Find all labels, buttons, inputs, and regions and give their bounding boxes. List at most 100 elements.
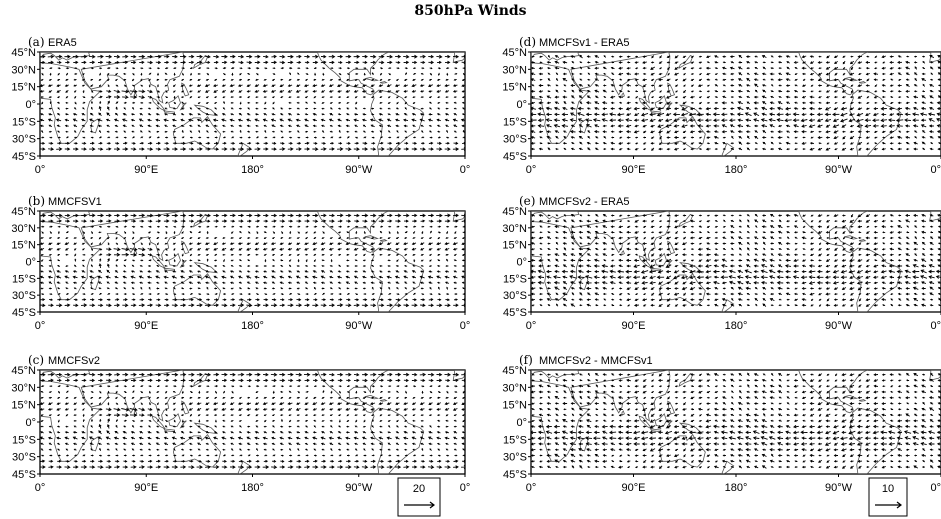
wind-vector (681, 286, 688, 291)
wind-vector (355, 385, 359, 388)
wind-vector (230, 236, 234, 240)
wind-vector (189, 391, 193, 393)
wind-vector (841, 287, 847, 290)
wind-vector (197, 96, 201, 99)
wind-vector (428, 90, 433, 93)
wind-vector (793, 95, 799, 99)
wind-vector (271, 147, 277, 151)
wind-vector (378, 124, 383, 128)
wind-vector (651, 55, 655, 59)
y-tick-label: 45°S (12, 307, 36, 319)
wind-vector (90, 84, 94, 87)
wind-vector (571, 384, 575, 388)
wind-vector (673, 147, 679, 151)
wind-vector (247, 78, 251, 81)
wind-vector (57, 225, 61, 228)
wind-vector (833, 66, 839, 70)
wind-vector (904, 269, 911, 274)
wind-vector (172, 378, 178, 382)
wind-vector (321, 237, 325, 239)
wind-vector (555, 413, 559, 417)
wind-vector (706, 231, 710, 234)
wind-vector (238, 60, 244, 65)
wind-vector (122, 298, 128, 302)
wind-vector (601, 281, 608, 285)
wind-vector (461, 113, 465, 116)
wind-vector (99, 72, 102, 76)
wind-vector (296, 281, 301, 284)
wind-vector (929, 61, 934, 64)
wind-vector (196, 465, 203, 469)
wind-vector (873, 253, 879, 257)
wind-vector (74, 385, 78, 388)
wind-vector (437, 454, 441, 457)
wind-vector (403, 147, 410, 151)
wind-vector (554, 253, 560, 257)
x-tick-label: 0° (460, 164, 471, 176)
wind-vector (626, 385, 631, 388)
wind-vector (818, 287, 822, 290)
wind-vector (461, 281, 465, 284)
wind-vector (239, 129, 242, 133)
wind-vector (140, 292, 144, 295)
wind-vector (90, 90, 94, 93)
wind-vector (346, 253, 350, 256)
wind-vector (938, 142, 941, 145)
wind-vector (538, 213, 544, 217)
wind-vector (387, 247, 392, 251)
wind-vector (388, 385, 392, 388)
wind-vector (180, 141, 186, 145)
wind-vector (354, 96, 358, 99)
wind-vector (585, 286, 592, 290)
wind-vector (345, 275, 351, 279)
wind-vector (445, 141, 450, 145)
wind-vector (262, 436, 268, 440)
wind-vector (180, 242, 185, 245)
wind-vector (697, 253, 703, 257)
wind-vector (722, 379, 727, 382)
wind-vector (297, 454, 301, 457)
wind-vector (132, 107, 135, 110)
wind-vector (353, 465, 360, 469)
wind-vector (321, 124, 325, 128)
wind-vector (642, 373, 647, 376)
plot-frame (39, 210, 466, 313)
wind-vector (353, 247, 359, 251)
wind-vector (832, 124, 840, 129)
wind-vector (929, 214, 934, 217)
wind-vector (181, 460, 186, 463)
wind-vector (579, 54, 583, 59)
wind-vector (288, 396, 292, 399)
wind-vector (816, 275, 824, 280)
wind-vector (841, 124, 847, 128)
wind-vector (214, 96, 218, 99)
wind-vector (173, 67, 177, 70)
wind-vector (370, 219, 376, 223)
wind-vector (882, 136, 886, 139)
wind-vector (761, 72, 767, 76)
wind-vector (762, 303, 767, 307)
wind-vector (618, 264, 623, 268)
wind-vector (929, 385, 934, 388)
wind-vector (346, 298, 351, 302)
reference-arrow (404, 501, 435, 509)
wind-vector (842, 101, 846, 105)
wind-vector (794, 84, 798, 87)
wind-vector (778, 390, 783, 394)
wind-vector (873, 147, 878, 151)
coastline (858, 81, 867, 84)
wind-vector (115, 84, 119, 87)
wind-vector (81, 448, 85, 451)
wind-vector (618, 258, 623, 262)
wind-vector (221, 90, 226, 93)
wind-vector (786, 147, 790, 151)
coastline (316, 52, 390, 96)
wind-vector (272, 454, 276, 457)
wind-vector (882, 231, 886, 234)
wind-vector (635, 236, 639, 240)
wind-vector (921, 230, 927, 234)
wind-vector (395, 242, 400, 245)
wind-vector (330, 292, 334, 296)
wind-vector (337, 118, 342, 122)
wind-vector (123, 107, 127, 110)
